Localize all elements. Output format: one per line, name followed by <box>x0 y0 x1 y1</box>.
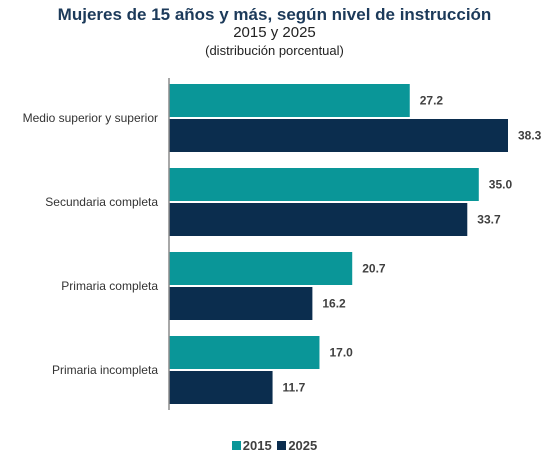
value-label-2015-primaria-incompleta: 17.0 <box>329 346 353 360</box>
value-label-2025-secundaria-completa: 33.7 <box>477 213 501 227</box>
bar-2025-primaria-completa <box>169 287 313 320</box>
bar-2015-primaria-completa <box>169 252 353 285</box>
value-label-2025-primaria-incompleta: 11.7 <box>283 381 306 395</box>
value-label-2015-secundaria-completa: 35.0 <box>489 178 513 192</box>
chart-subtitle: 2015 y 2025 <box>233 24 316 41</box>
category-label-medio-superior-y-superior: Medio superior y superior <box>23 111 158 125</box>
value-label-2015-primaria-completa: 20.7 <box>362 262 386 276</box>
legend-item-2015: 2015 <box>231 438 272 453</box>
category-label-primaria-completa: Primaria completa <box>61 279 158 293</box>
value-label-2015-medio-superior-y-superior: 27.2 <box>420 94 444 108</box>
bar-2025-medio-superior-y-superior <box>169 119 508 152</box>
value-label-2025-primaria-completa: 16.2 <box>322 297 346 311</box>
legend-swatch-2015 <box>231 441 241 450</box>
chart-note: (distribución porcentual) <box>205 43 344 58</box>
value-label-2025-medio-superior-y-superior: 38.3 <box>518 129 542 143</box>
bar-2025-primaria-incompleta <box>169 371 273 404</box>
legend-item-2025: 2025 <box>277 438 317 453</box>
bar-2015-primaria-incompleta <box>169 336 320 369</box>
chart-title: Mujeres de 15 años y más, según nivel de… <box>57 5 492 24</box>
legend: 2015 2025 <box>0 438 549 453</box>
bar-2015-medio-superior-y-superior <box>169 84 410 117</box>
bar-2015-secundaria-completa <box>169 168 479 201</box>
legend-label-2025: 2025 <box>288 438 318 453</box>
bar-2025-secundaria-completa <box>169 203 468 236</box>
legend-swatch-2025 <box>277 441 287 450</box>
category-label-secundaria-completa: Secundaria completa <box>45 195 158 209</box>
category-label-primaria-incompleta: Primaria incompleta <box>52 363 158 377</box>
legend-label-2015: 2015 <box>242 438 272 453</box>
